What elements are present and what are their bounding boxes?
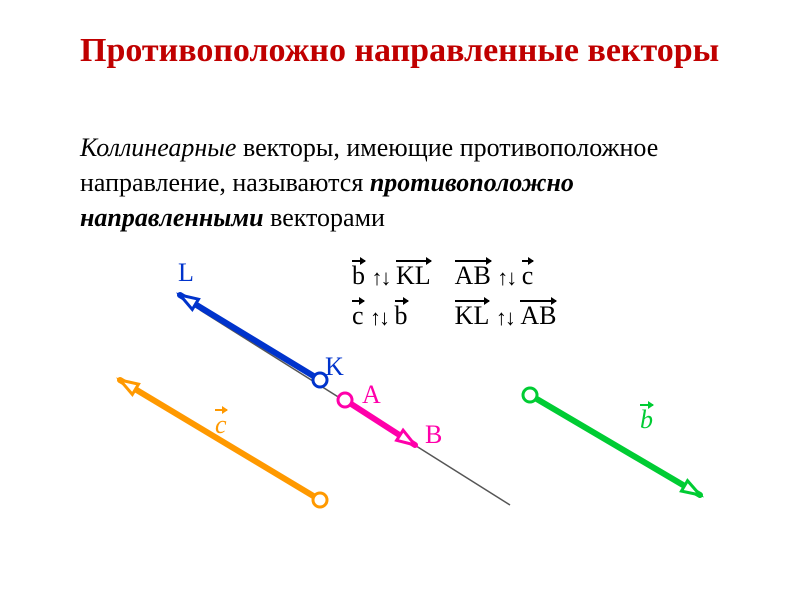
vector-label-c: c [215, 410, 227, 440]
relation-cell: b ↑↓ KL [352, 257, 453, 295]
point-label-K: K [325, 352, 344, 382]
relation-cell: AB ↑↓ c [455, 257, 579, 295]
relations-block: b ↑↓ KLAB ↑↓ cc ↑↓ bKL ↑↓ AB [350, 255, 770, 337]
point-label-A: A [362, 380, 381, 410]
relations-table: b ↑↓ KLAB ↑↓ cc ↑↓ bKL ↑↓ AB [350, 255, 580, 337]
slide: Противоположно направленные векторы Колл… [0, 0, 800, 600]
vector-label-b: b [640, 405, 653, 435]
relation-cell: c ↑↓ b [352, 297, 453, 335]
relations-row: c ↑↓ bKL ↑↓ AB [352, 297, 578, 335]
relations-row: b ↑↓ KLAB ↑↓ c [352, 257, 578, 295]
relation-cell: KL ↑↓ AB [455, 297, 579, 335]
point-label-B: B [425, 420, 442, 450]
point-label-L: L [178, 258, 194, 288]
